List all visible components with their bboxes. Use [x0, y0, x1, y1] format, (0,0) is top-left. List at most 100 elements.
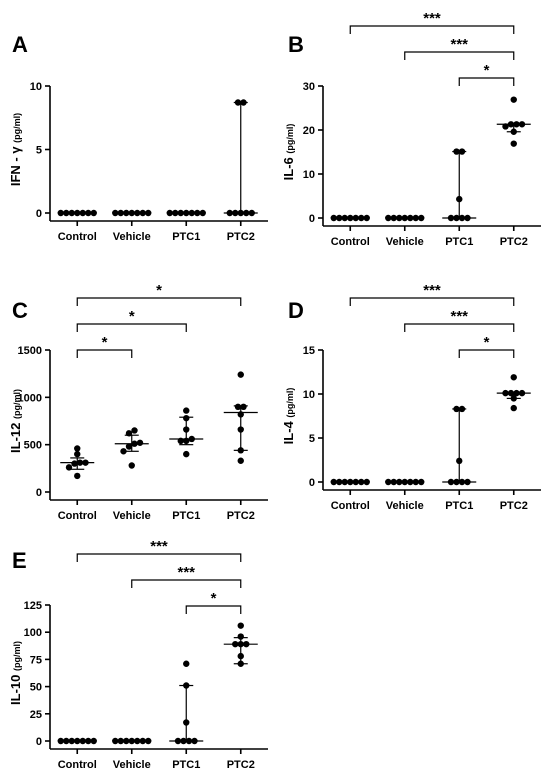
data-point-ptc1 [174, 737, 182, 745]
significance-bracket [404, 323, 515, 332]
data-point-ptc2 [243, 209, 250, 217]
data-point-ptc1 [177, 209, 184, 217]
data-point-vehicle [125, 443, 133, 450]
significance-bracket [404, 51, 515, 60]
y-tick-label: 50 [30, 682, 42, 694]
x-tick-label-ptc1: PTC1 [172, 510, 200, 522]
data-point-control [341, 214, 348, 222]
significance-bracket [76, 349, 133, 358]
data-point-control [68, 209, 75, 217]
x-tick-label-ptc2: PTC2 [227, 510, 255, 522]
y-axis-label: IL-10 (pg/ml) [8, 641, 23, 705]
panel-b: B 0 10 20 30 Control Vehicle PTC1 PTC2 IL-6 (pg/m… [281, 10, 541, 248]
data-point-control [85, 209, 92, 217]
data-point-ptc1 [183, 407, 190, 414]
y-tick-label: 15 [303, 345, 315, 357]
x-tick-label-ptc1: PTC1 [172, 231, 200, 243]
data-point-ptc1 [453, 214, 460, 222]
panel-letter: E [12, 548, 27, 573]
y-tick-label: 5 [309, 433, 315, 445]
data-point-vehicle [401, 214, 408, 222]
data-point-vehicle [390, 214, 397, 222]
data-point-control [352, 478, 359, 486]
data-point-control [82, 459, 89, 466]
data-point-vehicle [139, 737, 146, 745]
panel-letter: A [12, 32, 28, 57]
x-tick-label-control: Control [58, 759, 97, 770]
data-point-vehicle [396, 478, 403, 486]
x-tick-label-ptc1: PTC1 [445, 236, 473, 248]
data-point-control [330, 478, 337, 486]
y-tick-label: 75 [30, 654, 42, 666]
x-tick-label-vehicle: Vehicle [386, 236, 424, 248]
significance-label: *** [150, 538, 168, 555]
panel-letter: B [288, 32, 304, 57]
data-point-ptc2 [237, 660, 244, 667]
significance-bracket [185, 605, 242, 614]
data-point-control [330, 214, 337, 222]
data-point-control [74, 209, 81, 217]
data-point-vehicle [131, 440, 138, 447]
y-tick-label: 125 [24, 600, 42, 612]
significance-label: *** [423, 10, 441, 27]
x-tick-label-ptc2: PTC2 [227, 231, 255, 243]
data-point-vehicle [128, 737, 135, 745]
data-point-ptc1 [183, 682, 190, 689]
data-point-control [363, 478, 370, 486]
data-point-vehicle [131, 427, 138, 434]
significance-bracket [349, 25, 515, 34]
y-tick-label: 0 [309, 477, 315, 489]
data-point-ptc2 [237, 633, 244, 640]
y-tick-label: 30 [303, 81, 315, 93]
significance-bracket [458, 77, 515, 86]
significance-label: *** [450, 308, 468, 325]
y-axis-label: IL-4 (pg/ml) [281, 388, 296, 445]
data-point-vehicle [125, 430, 133, 437]
x-tick-label-control: Control [331, 236, 370, 248]
data-point-ptc2 [237, 652, 244, 660]
data-point-ptc1 [188, 435, 195, 443]
x-tick-label-ptc2: PTC2 [500, 236, 528, 248]
data-point-ptc2 [226, 209, 233, 217]
y-tick-label: 500 [24, 440, 42, 452]
data-point-vehicle [123, 737, 130, 745]
data-point-ptc1 [183, 209, 190, 217]
data-point-vehicle [128, 462, 135, 469]
data-point-ptc1 [194, 209, 201, 217]
data-point-ptc1 [447, 214, 455, 222]
y-tick-label: 5 [36, 145, 42, 157]
data-point-ptc2 [510, 128, 517, 135]
data-point-ptc2 [513, 121, 520, 128]
data-point-vehicle [390, 478, 397, 486]
data-point-ptc1 [183, 719, 190, 726]
data-point-control [63, 209, 70, 217]
significance-label: *** [423, 282, 441, 299]
y-tick-label: 100 [24, 627, 42, 639]
data-point-ptc2 [232, 640, 239, 648]
data-point-control [76, 459, 84, 466]
significance-bracket [76, 553, 242, 562]
data-point-vehicle [112, 737, 119, 745]
data-point-vehicle [134, 737, 141, 745]
x-tick-label-control: Control [331, 500, 370, 512]
data-point-ptc1 [447, 478, 455, 486]
data-point-ptc2 [237, 622, 244, 629]
data-point-ptc2 [243, 640, 250, 648]
x-tick-label-ptc1: PTC1 [172, 759, 200, 770]
data-point-vehicle [407, 214, 414, 222]
significance-bracket [458, 349, 515, 358]
x-tick-label-ptc2: PTC2 [227, 759, 255, 770]
data-point-ptc2 [510, 96, 517, 103]
data-point-ptc1 [183, 414, 190, 422]
data-point-vehicle [117, 209, 124, 217]
y-tick-label: 10 [303, 169, 315, 181]
data-point-ptc1 [183, 450, 190, 458]
data-point-control [79, 209, 86, 217]
x-tick-label-vehicle: Vehicle [113, 510, 151, 522]
data-point-control [74, 445, 81, 452]
data-point-ptc1 [177, 437, 184, 445]
data-point-vehicle [385, 214, 392, 222]
data-point-ptc1 [180, 737, 187, 745]
y-tick-label: 10 [30, 81, 42, 93]
data-point-control [79, 737, 86, 745]
